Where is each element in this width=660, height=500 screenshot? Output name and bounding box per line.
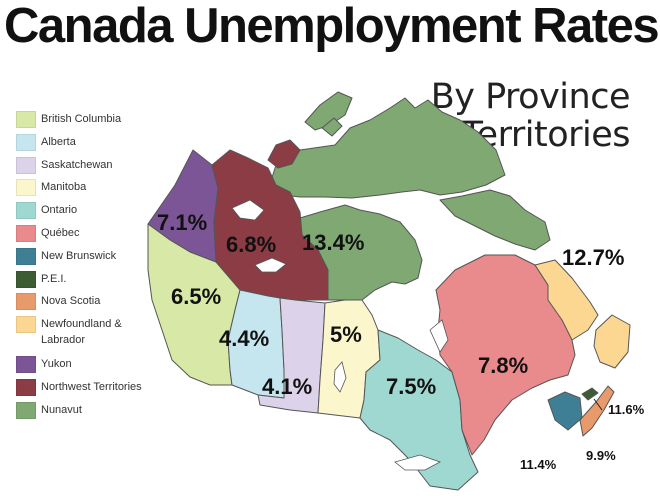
- legend-swatch: [16, 156, 36, 174]
- rate-label-nunavut: 13.4%: [302, 230, 364, 255]
- legend-label: Nova Scotia: [41, 295, 101, 308]
- legend-item-nunavut: Nunavut: [16, 399, 166, 422]
- legend-label: Ontario: [41, 204, 78, 217]
- legend-item-new-brunswick: New Brunswick: [16, 245, 166, 268]
- legend-swatch: [16, 401, 36, 419]
- region-new-brunswick: [547, 391, 583, 431]
- page-title: Canada Unemployment Rates: [4, 0, 660, 53]
- rate-label-pei: 11.6%: [608, 402, 645, 417]
- lake-superior: [394, 454, 441, 471]
- rate-label-british-columbia: 6.5%: [171, 284, 221, 309]
- legend-label: Newfoundland & Labrador: [41, 318, 122, 347]
- rate-label-new-brunswick: 11.4%: [520, 457, 557, 472]
- legend-swatch: [16, 247, 36, 265]
- legend-label: Saskatchewan: [41, 158, 113, 171]
- legend-label: British Columbia: [41, 113, 122, 125]
- lake-winnipeg: [333, 361, 347, 393]
- rate-label-nova-scotia: 9.9%: [586, 448, 616, 463]
- legend-item-alberta: Alberta: [16, 131, 166, 154]
- region-pei: [581, 387, 599, 401]
- rate-label-manitoba: 5%: [330, 322, 362, 347]
- rate-label-yukon: 7.1%: [157, 210, 207, 235]
- great-bear-lake: [231, 199, 265, 221]
- legend-label: Manitoba: [41, 181, 87, 194]
- region-nunavut-island-baffin: [439, 189, 551, 251]
- rate-label-alberta: 4.4%: [219, 326, 269, 351]
- region-ontario: [359, 329, 479, 491]
- rate-label-quebec: 7.8%: [478, 353, 528, 378]
- legend-label: Yukon: [41, 358, 72, 371]
- legend-swatch: [16, 270, 36, 288]
- legend-item-newfoundland-labrador: Newfoundland & Labrador: [16, 313, 166, 353]
- map-legend: British Columbia Alberta Saskatchewan Ma…: [16, 108, 166, 422]
- legend-item-quebec: Québec: [16, 222, 166, 245]
- legend-label: Québec: [41, 226, 80, 239]
- rate-label-northwest-territories: 6.8%: [226, 232, 276, 257]
- legend-item-british-columbia: British Columbia: [16, 108, 166, 131]
- james-bay: [429, 319, 449, 353]
- legend-swatch: [16, 293, 36, 311]
- region-nova-scotia: [579, 385, 615, 437]
- region-northwest-territories-island: [267, 139, 301, 169]
- legend-swatch: [16, 111, 36, 128]
- subtitle-line-1: By Province: [430, 77, 631, 117]
- legend-item-northwest-territories: Northwest Territories: [16, 376, 166, 399]
- legend-swatch: [16, 378, 36, 396]
- region-nunavut-island-north: [304, 91, 353, 131]
- legend-label: Alberta: [41, 135, 76, 148]
- region-nunavut-islands: [267, 97, 506, 199]
- legend-item-pei: P.E.I.: [16, 268, 166, 291]
- region-nunavut-island-small: [321, 117, 343, 137]
- legend-swatch: [16, 356, 36, 374]
- region-newfoundland-labrador: [534, 259, 599, 341]
- region-newfoundland-island: [593, 314, 631, 369]
- legend-item-ontario: Ontario: [16, 199, 166, 222]
- legend-label: New Brunswick: [41, 249, 117, 262]
- region-northwest-territories: [211, 149, 329, 301]
- legend-item-saskatchewan: Saskatchewan: [16, 154, 166, 177]
- rate-label-newfoundland-labrador: 12.7%: [562, 245, 624, 270]
- legend-swatch: [16, 316, 36, 334]
- region-quebec: [435, 254, 576, 456]
- legend-item-yukon: Yukon: [16, 353, 166, 376]
- legend-label: P.E.I.: [41, 272, 67, 285]
- legend-label: Nunavut: [41, 403, 82, 416]
- rate-label-saskatchewan: 4.1%: [262, 374, 312, 399]
- rate-label-ontario: 7.5%: [386, 374, 436, 399]
- legend-swatch: [16, 179, 36, 197]
- legend-item-nova-scotia: Nova Scotia: [16, 290, 166, 313]
- legend-label: Northwest Territories: [41, 380, 142, 393]
- legend-item-manitoba: Manitoba: [16, 176, 166, 199]
- pei-leader-line: [593, 398, 603, 411]
- legend-swatch: [16, 133, 36, 151]
- legend-swatch: [16, 224, 36, 242]
- legend-swatch: [16, 202, 36, 220]
- great-slave-lake: [254, 257, 287, 273]
